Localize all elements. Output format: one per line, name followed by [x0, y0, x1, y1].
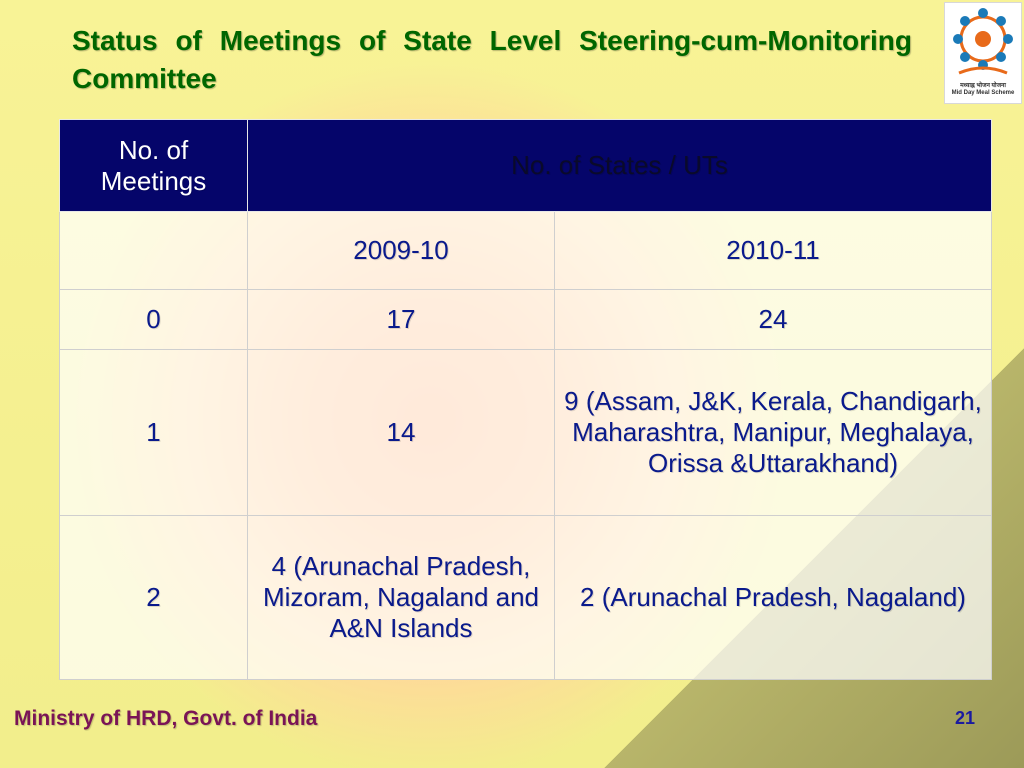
meetings-cell: 2 [59, 515, 248, 680]
logo-emblem-icon [953, 8, 1013, 75]
states-2010-11-cell: 2 (Arunachal Pradesh, Nagaland) [554, 515, 992, 680]
meetings-cell: 1 [59, 349, 248, 516]
mid-day-meal-logo-icon: मध्याह्न भोजन योजना Mid Day Meal Scheme [944, 2, 1022, 104]
meetings-table: No. of Meetings No. of States / UTs 2009… [59, 119, 992, 680]
table-subheader-row: 2009-10 2010-11 [59, 211, 992, 290]
logo-text-hindi: मध्याह्न भोजन योजना [960, 83, 1006, 89]
header-no-of-states: No. of States / UTs [247, 119, 992, 212]
slide-title: Status of Meetings of State Level Steeri… [72, 25, 912, 94]
table-header-row: No. of Meetings No. of States / UTs [59, 119, 992, 212]
logo-text-english: Mid Day Meal Scheme [951, 90, 1015, 96]
meetings-cell: 0 [59, 289, 248, 350]
header-no-of-meetings: No. of Meetings [59, 119, 248, 212]
table-row: 2 4 (Arunachal Pradesh, Mizoram, Nagalan… [59, 515, 992, 680]
table-row: 0 17 24 [59, 289, 992, 350]
states-2010-11-cell: 9 (Assam, J&K, Kerala, Chandigarh, Mahar… [554, 349, 992, 516]
states-2010-11-cell: 24 [554, 289, 992, 350]
subheader-empty-cell [59, 211, 248, 290]
page-number: 21 [955, 708, 976, 728]
subheader-2009-10: 2009-10 [247, 211, 555, 290]
states-2009-10-cell: 17 [247, 289, 555, 350]
table-row: 1 14 9 (Assam, J&K, Kerala, Chandigarh, … [59, 349, 992, 516]
states-2009-10-cell: 4 (Arunachal Pradesh, Mizoram, Nagaland … [247, 515, 555, 680]
states-2009-10-cell: 14 [247, 349, 555, 516]
subheader-2010-11: 2010-11 [554, 211, 992, 290]
footer-ministry: Ministry of HRD, Govt. of India [14, 707, 318, 730]
